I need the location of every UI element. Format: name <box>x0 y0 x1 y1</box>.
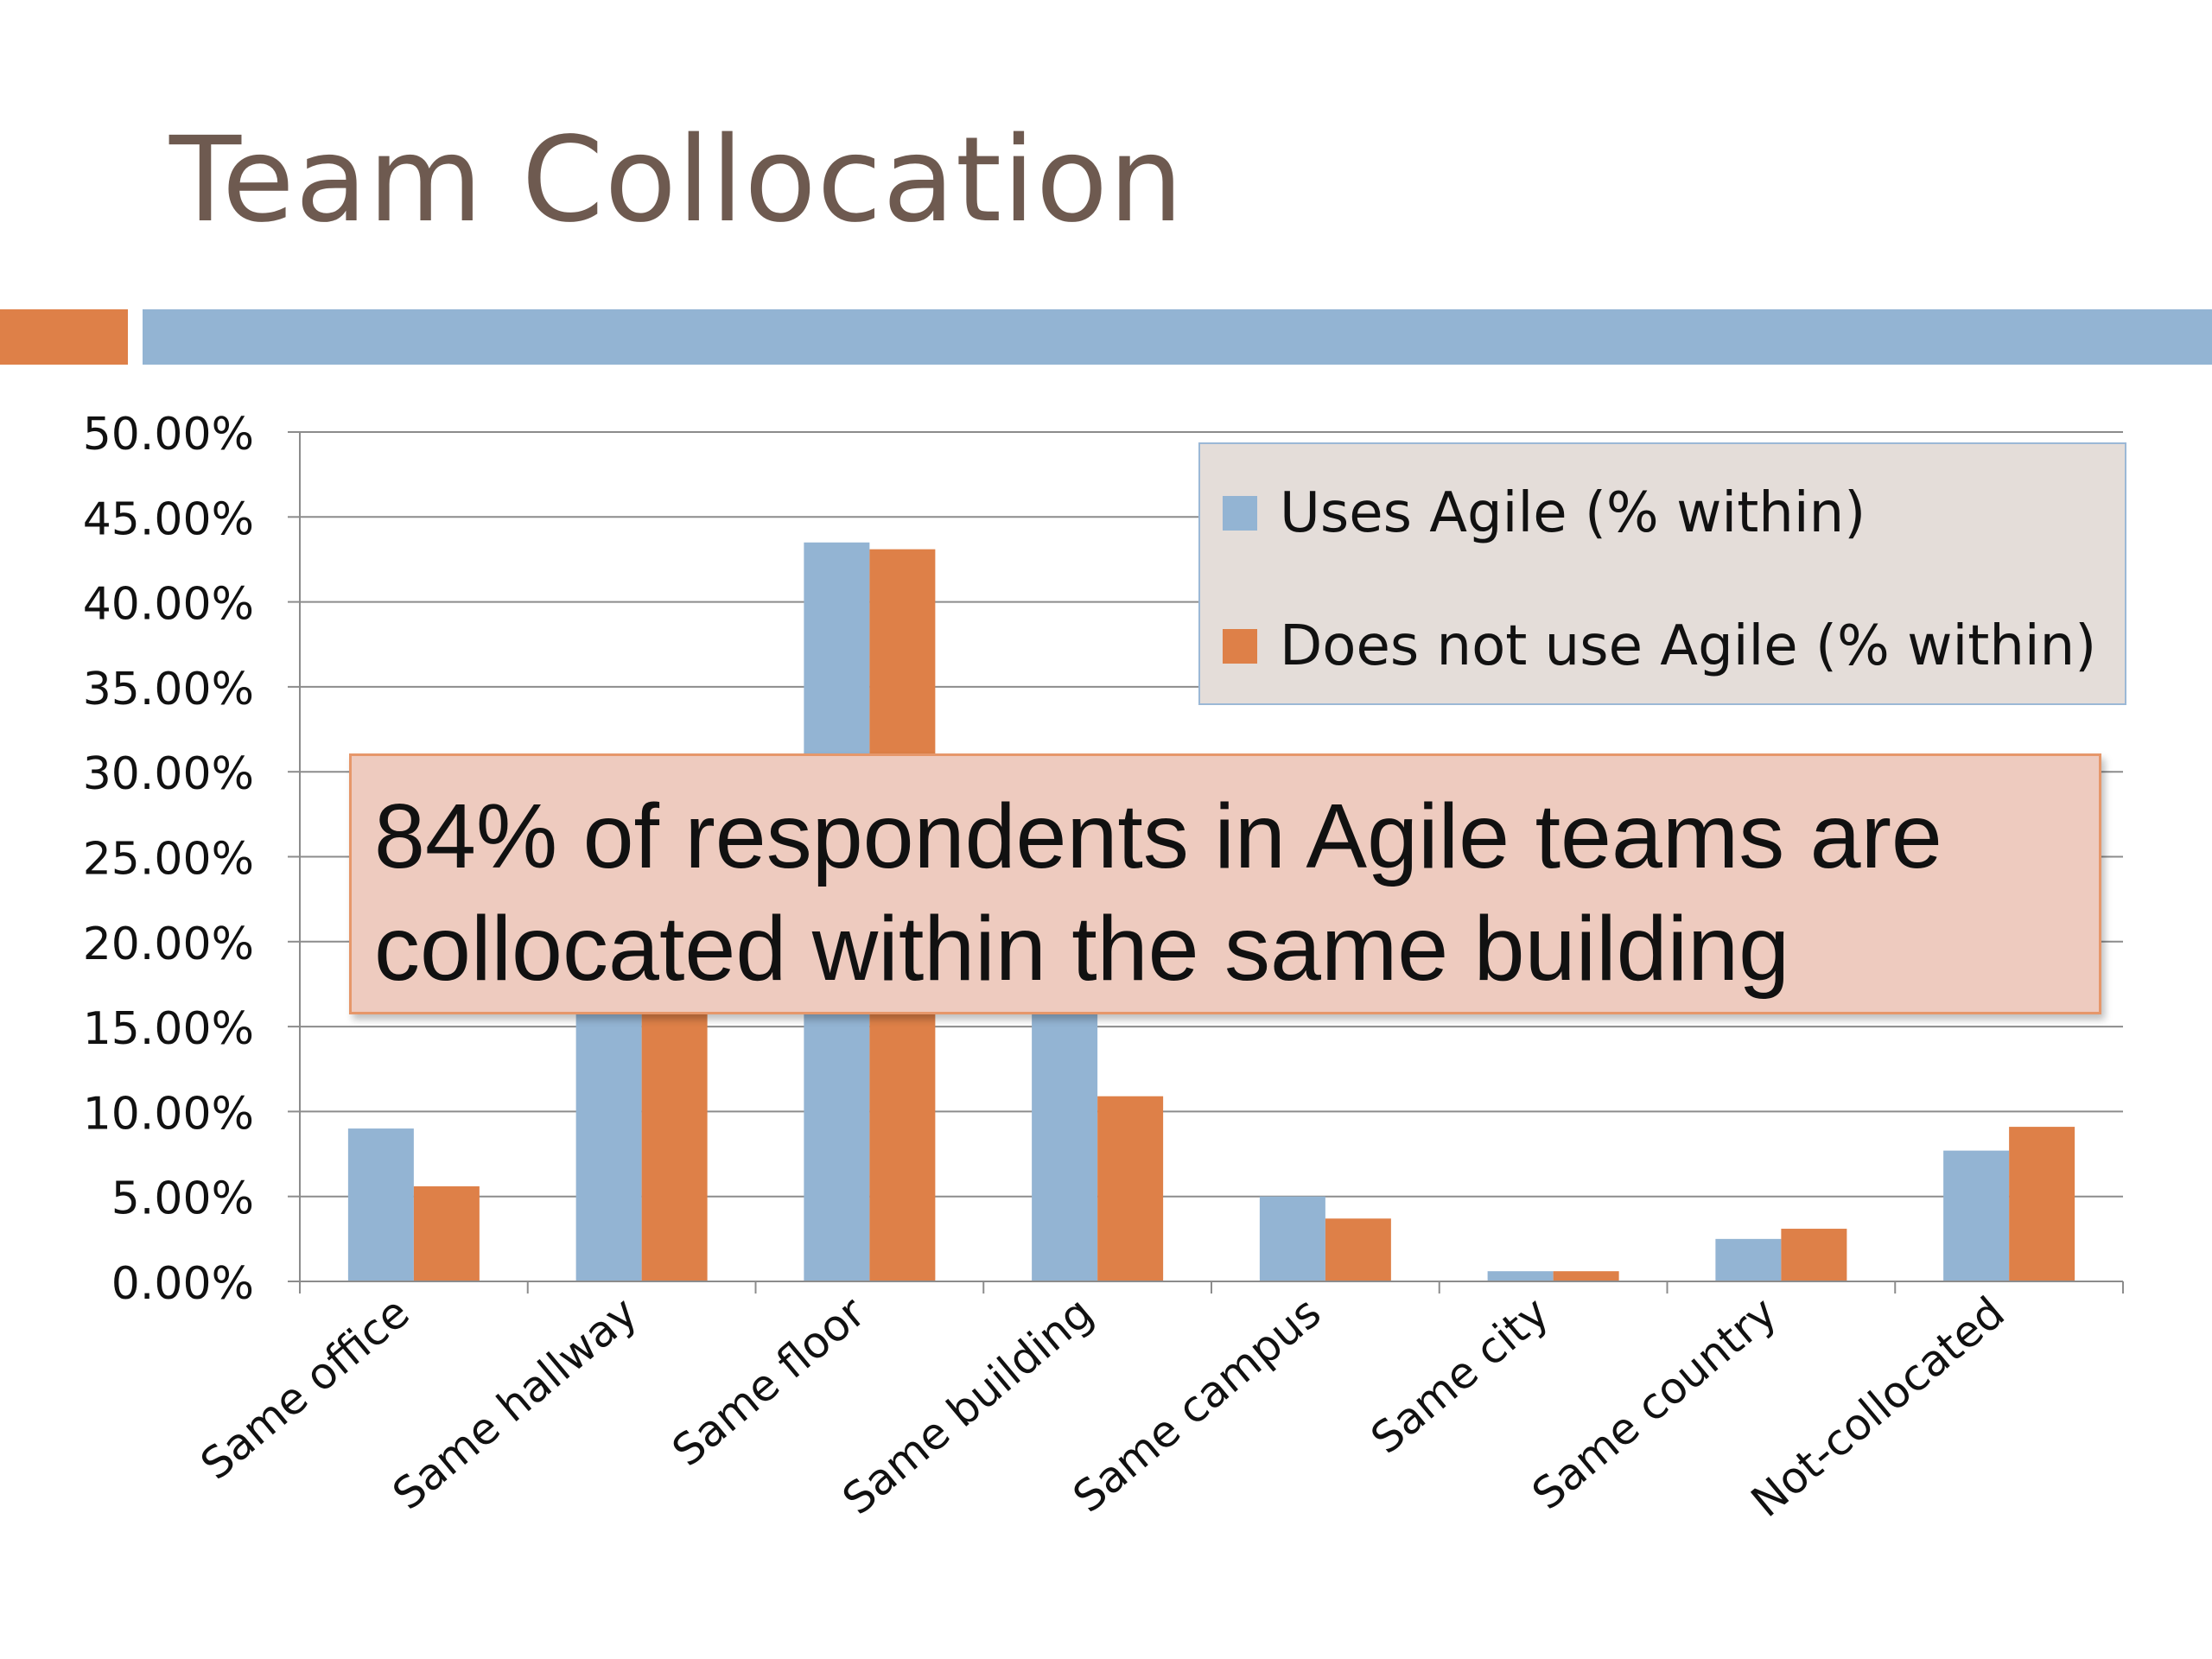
y-tick-labels: 0.00% 5.00% 10.00% 15.00% 20.00% 25.00% 30.00%… <box>83 409 254 1310</box>
y-tick-label: 25.00% <box>83 834 254 886</box>
bar-uses-agile <box>1487 1271 1554 1281</box>
y-tick-label: 45.00% <box>83 493 254 545</box>
y-tick-label: 50.00% <box>83 409 254 461</box>
x-tick-label: Same hallway <box>384 1287 647 1520</box>
y-tick-label: 0.00% <box>111 1258 254 1310</box>
y-tick-label: 35.00% <box>83 664 254 715</box>
bar-does-not-use-agile <box>1553 1271 1619 1281</box>
bar-uses-agile <box>1259 1196 1325 1281</box>
bar-uses-agile <box>1715 1238 1782 1281</box>
x-tick-label: Same office <box>191 1287 418 1490</box>
bar-uses-agile <box>1943 1150 2010 1281</box>
y-tick-label: 15.00% <box>83 1003 254 1055</box>
x-tick-label: Same city <box>1362 1287 1559 1464</box>
y-tick-label: 30.00% <box>83 748 254 800</box>
accent-bar-orange <box>0 309 128 365</box>
legend-item-does-not-use-agile: Does not use Agile (% within) <box>1223 612 2096 681</box>
y-tick-label: 20.00% <box>83 918 254 970</box>
callout-text: 84% of respondents in Agile teams are co… <box>374 785 1942 1000</box>
legend-label-uses-agile: Uses Agile (% within) <box>1280 481 1866 545</box>
x-tick-label: Same floor <box>663 1287 874 1476</box>
legend-item-uses-agile: Uses Agile (% within) <box>1223 479 1866 548</box>
bar-does-not-use-agile <box>1097 1096 1164 1281</box>
y-tick-label: 10.00% <box>83 1088 254 1140</box>
bar-uses-agile <box>347 1128 414 1281</box>
y-tick-label: 40.00% <box>83 579 254 631</box>
bar-does-not-use-agile <box>1325 1218 1391 1281</box>
callout-box: 84% of respondents in Agile teams are co… <box>349 753 2101 1014</box>
bar-does-not-use-agile <box>1781 1229 1847 1281</box>
accent-bar-blue <box>143 309 2212 365</box>
axes <box>299 432 2124 1294</box>
x-tick-label: Same campus <box>1064 1287 1331 1522</box>
bar-uses-agile <box>1032 1009 1098 1281</box>
bar-does-not-use-agile <box>2009 1127 2075 1281</box>
x-tick-label: Same building <box>833 1287 1103 1525</box>
legend-swatch-uses-agile <box>1223 496 1257 531</box>
legend-swatch-does-not-use-agile <box>1223 629 1257 664</box>
legend-label-does-not-use-agile: Does not use Agile (% within) <box>1280 614 2097 678</box>
y-tick-label: 5.00% <box>111 1173 254 1225</box>
slide-title: Team Collocation <box>169 112 1185 249</box>
legend: Uses Agile (% within) Does not use Agile… <box>1198 442 2126 705</box>
bar-does-not-use-agile <box>413 1185 480 1281</box>
